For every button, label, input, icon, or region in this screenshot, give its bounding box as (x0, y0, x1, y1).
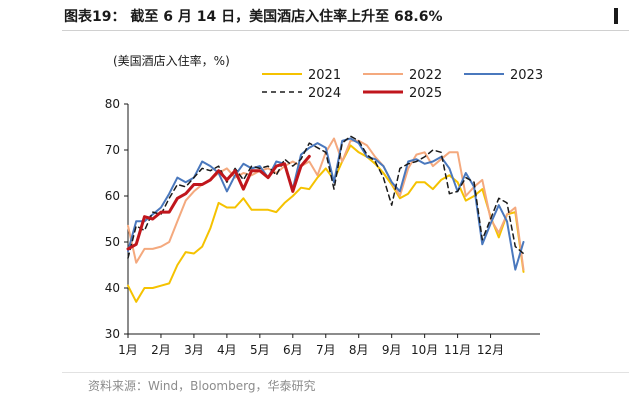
legend-label-2022: 2022 (409, 68, 442, 83)
chart-legend: 2021 2022 2023 2024 2025 (262, 68, 543, 101)
x-tick-label: 11月 (444, 343, 471, 357)
y-tick-label: 40 (105, 281, 120, 295)
x-tick-label: 8月 (349, 343, 369, 357)
legend-label-2024: 2024 (308, 86, 341, 101)
x-tick-label: 4月 (217, 343, 237, 357)
legend-label-2025: 2025 (409, 86, 442, 101)
x-tick-label: 6月 (283, 343, 303, 357)
series-line-2023 (127, 137, 525, 271)
x-tick-label: 2月 (151, 343, 171, 357)
footer-divider (62, 372, 629, 373)
x-tick-label: 9月 (382, 343, 402, 357)
x-tick-label: 12月 (477, 343, 504, 357)
legend-label-2021: 2021 (308, 68, 341, 83)
title-divider (62, 30, 629, 31)
series-line-2024 (127, 135, 525, 259)
page-edge-mark (614, 8, 618, 24)
y-tick-label: 30 (105, 327, 120, 341)
chart-series-lines (126, 135, 525, 303)
x-tick-label: 3月 (184, 343, 204, 357)
x-tick-label: 5月 (250, 343, 270, 357)
y-tick-label: 70 (105, 143, 120, 157)
series-line-2025 (126, 154, 311, 251)
figure-title: 图表19： 截至 6 月 14 日，美国酒店入住率上升至 68.6% (64, 9, 443, 25)
chart-axes: 30 40 50 60 70 80 1月 2月 3月 4月 5月 6月 7月 8月 9月 10月 11月 12月 (105, 97, 540, 357)
series-line-2022 (127, 137, 525, 271)
chart-unit-label: (美国酒店入住率，%) (113, 54, 230, 68)
x-tick-label: 10月 (411, 343, 438, 357)
series-line-2021 (127, 144, 525, 303)
legend-label-2023: 2023 (510, 68, 543, 83)
y-tick-label: 60 (105, 189, 120, 203)
y-tick-label: 50 (105, 235, 120, 249)
x-tick-label: 1月 (118, 343, 138, 357)
x-tick-label: 7月 (316, 343, 336, 357)
y-tick-label: 80 (105, 97, 120, 111)
source-note: 资料来源：Wind，Bloomberg，华泰研究 (88, 379, 316, 393)
